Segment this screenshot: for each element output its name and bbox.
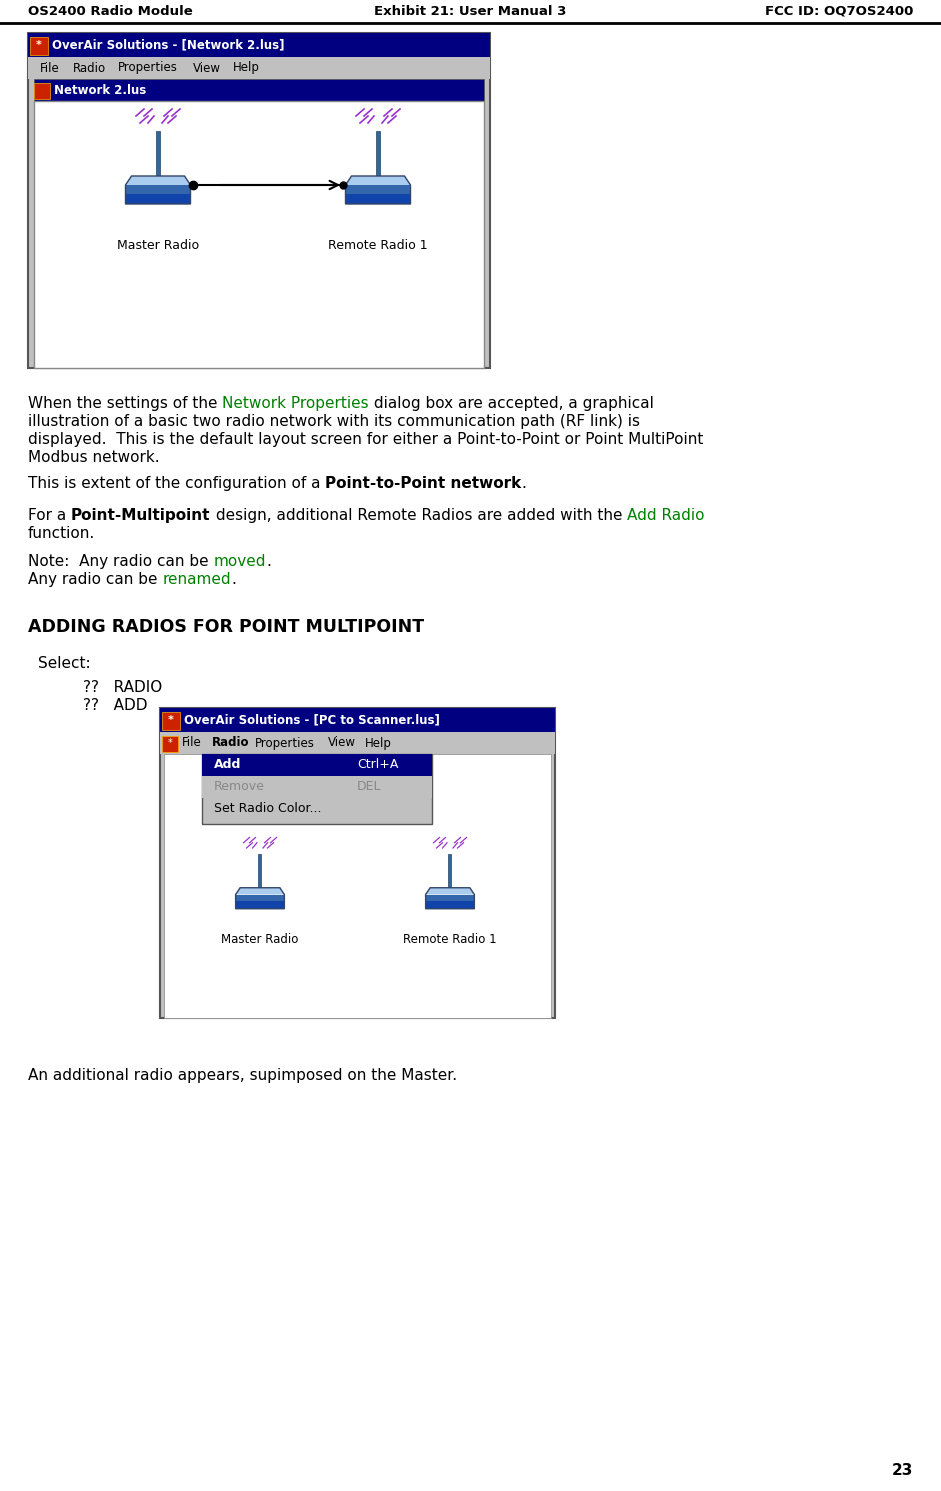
Text: View: View	[193, 61, 221, 75]
Text: ADDING RADIOS FOR POINT MULTIPOINT: ADDING RADIOS FOR POINT MULTIPOINT	[28, 617, 424, 637]
Text: moved: moved	[214, 555, 266, 570]
Text: Radio: Radio	[73, 61, 106, 75]
Bar	[449, 854, 452, 887]
Text: Remote Radio 1: Remote Radio 1	[328, 239, 428, 252]
Bar	[202, 775, 432, 798]
Text: DEL: DEL	[357, 780, 381, 793]
Polygon shape	[425, 887, 474, 895]
Text: Remote Radio 1: Remote Radio 1	[403, 933, 497, 945]
Text: Network Properties: Network Properties	[222, 397, 369, 412]
Polygon shape	[125, 176, 190, 185]
Text: OS2400 Radio Module: OS2400 Radio Module	[28, 4, 193, 18]
Polygon shape	[125, 194, 190, 204]
Polygon shape	[345, 185, 410, 194]
Text: Master Radio: Master Radio	[221, 933, 298, 945]
Bar	[34, 79, 484, 101]
Text: *: *	[167, 738, 172, 748]
Text: *: *	[168, 716, 174, 725]
Polygon shape	[235, 901, 284, 908]
Text: function.: function.	[28, 526, 95, 541]
Text: Properties: Properties	[118, 61, 178, 75]
Bar	[34, 101, 484, 368]
Bar	[28, 33, 490, 57]
Bar	[162, 713, 180, 731]
Bar	[28, 57, 490, 79]
Text: Any radio can be: Any radio can be	[28, 573, 163, 587]
Text: Exhibit 21: User Manual 3: Exhibit 21: User Manual 3	[374, 4, 566, 18]
Text: An additional radio appears, supimposed on the Master.: An additional radio appears, supimposed …	[28, 1068, 457, 1082]
Text: OverAir Solutions - [PC to Scanner.lus]: OverAir Solutions - [PC to Scanner.lus]	[184, 714, 439, 726]
Text: Select:: Select:	[38, 656, 90, 671]
Text: displayed.  This is the default layout screen for either a Point-to-Point or Poi: displayed. This is the default layout sc…	[28, 432, 703, 447]
Text: File: File	[40, 61, 59, 75]
Text: renamed: renamed	[163, 573, 231, 587]
Polygon shape	[125, 185, 190, 194]
Bar	[202, 754, 432, 775]
Text: .: .	[231, 573, 236, 587]
Text: Radio: Radio	[212, 737, 249, 750]
Polygon shape	[425, 895, 474, 901]
Text: Remove: Remove	[214, 780, 264, 793]
Text: Point-Multipoint: Point-Multipoint	[72, 508, 211, 523]
Bar	[376, 131, 380, 176]
Bar	[156, 131, 160, 176]
Polygon shape	[235, 895, 284, 901]
Bar	[160, 708, 555, 732]
Text: Add: Add	[214, 759, 242, 771]
Text: Master Radio: Master Radio	[117, 239, 199, 252]
Bar	[164, 754, 551, 1018]
Text: *: *	[36, 40, 42, 51]
Text: Modbus network.: Modbus network.	[28, 450, 160, 465]
Text: When the settings of the: When the settings of the	[28, 397, 222, 412]
Bar	[259, 854, 262, 887]
Text: OverAir Solutions - [Network 2.lus]: OverAir Solutions - [Network 2.lus]	[52, 39, 284, 52]
Bar	[34, 83, 50, 98]
Polygon shape	[235, 887, 284, 895]
Text: illustration of a basic two radio network with its communication path (RF link) : illustration of a basic two radio networ…	[28, 414, 640, 429]
Polygon shape	[345, 194, 410, 204]
Text: dialog box are accepted, a graphical: dialog box are accepted, a graphical	[369, 397, 654, 412]
Text: Note:  Any radio can be: Note: Any radio can be	[28, 555, 214, 570]
Text: ??   ADD: ?? ADD	[83, 698, 148, 713]
Bar	[28, 33, 490, 368]
Text: Help: Help	[365, 737, 391, 750]
Bar	[162, 737, 178, 751]
Text: Point-to-Point network: Point-to-Point network	[326, 476, 521, 491]
Bar	[160, 732, 555, 754]
Text: 23: 23	[892, 1463, 913, 1478]
Text: ??   RADIO: ?? RADIO	[83, 680, 162, 695]
Text: Add Radio: Add Radio	[627, 508, 705, 523]
Polygon shape	[425, 901, 474, 908]
Polygon shape	[345, 176, 410, 185]
Text: .: .	[521, 476, 527, 491]
Text: File: File	[182, 737, 201, 750]
Bar	[202, 754, 432, 825]
Text: Properties: Properties	[255, 737, 315, 750]
Text: Ctrl+A: Ctrl+A	[357, 759, 398, 771]
Text: design, additional Remote Radios are added with the: design, additional Remote Radios are add…	[211, 508, 627, 523]
Bar	[160, 708, 555, 1018]
Text: For a: For a	[28, 508, 72, 523]
Bar	[30, 37, 48, 55]
Text: Set Radio Color...: Set Radio Color...	[214, 802, 322, 816]
Text: FCC ID: OQ7OS2400: FCC ID: OQ7OS2400	[765, 4, 913, 18]
Text: Help: Help	[233, 61, 260, 75]
Text: .: .	[266, 555, 271, 570]
Text: This is extent of the configuration of a: This is extent of the configuration of a	[28, 476, 326, 491]
Text: View: View	[328, 737, 356, 750]
Text: Network 2.lus: Network 2.lus	[54, 83, 146, 97]
